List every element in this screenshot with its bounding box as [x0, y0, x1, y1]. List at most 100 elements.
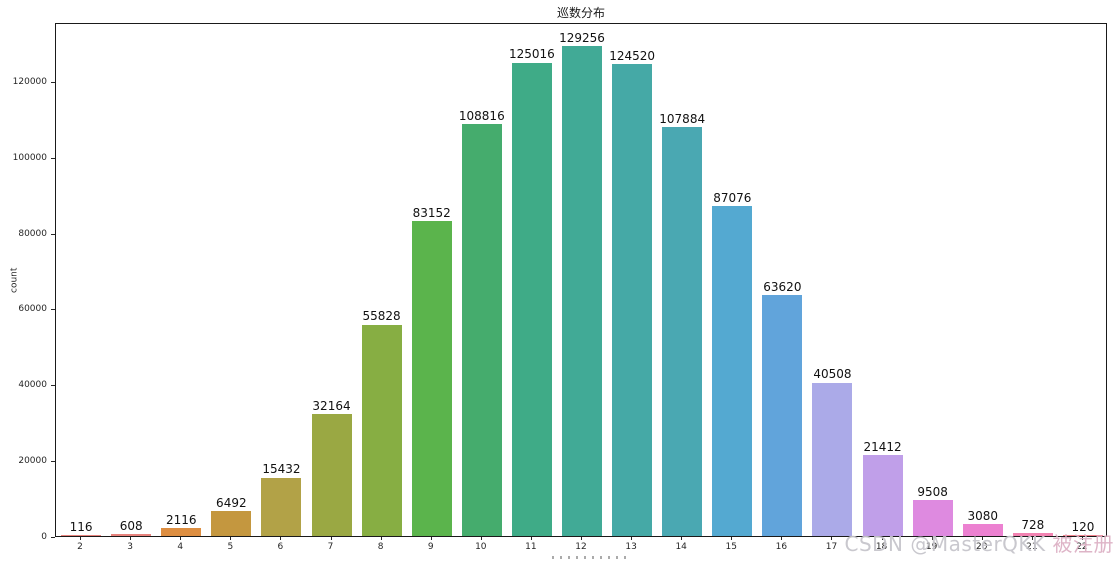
- x-tick-mark: [230, 537, 232, 540]
- x-tick-label: 13: [625, 542, 637, 552]
- y-tick-label: 20000: [18, 455, 47, 466]
- watermark-text-cjk: 被注册: [1052, 532, 1114, 556]
- x-tick-mark: [681, 537, 683, 540]
- x-tick-label: 17: [825, 542, 838, 552]
- bar: [161, 528, 202, 536]
- y-tick-mark: [51, 233, 55, 235]
- bar: [361, 324, 402, 536]
- bar-value-label: 87076: [713, 191, 752, 206]
- y-tick-label: 100000: [12, 152, 47, 163]
- bar: [812, 382, 853, 536]
- y-tick-mark: [51, 82, 55, 84]
- bar-value-label: 120: [1071, 519, 1095, 534]
- bar-value-label: 15432: [262, 462, 301, 477]
- bar-value-label: 9508: [917, 484, 948, 499]
- x-tick-mark: [831, 537, 833, 540]
- x-tick-mark: [130, 537, 132, 540]
- x-tick-mark: [480, 537, 482, 540]
- bar: [862, 454, 903, 536]
- bar-value-label: 2116: [165, 512, 197, 527]
- y-tick-label: 40000: [18, 380, 47, 390]
- x-tick-label: 20: [976, 542, 988, 552]
- bar-value-label: 40508: [813, 367, 852, 382]
- x-tick-mark: [581, 537, 582, 540]
- x-tick-label: 22: [1076, 542, 1088, 552]
- y-tick-label: 80000: [18, 228, 47, 239]
- x-tick-mark: [380, 537, 382, 540]
- bar: [762, 295, 803, 536]
- x-tick-mark: [931, 537, 933, 540]
- x-tick-mark: [781, 537, 783, 540]
- bar-value-label: 83152: [412, 205, 451, 220]
- y-tick-mark: [51, 385, 55, 386]
- bar: [261, 477, 302, 536]
- bar: [461, 123, 502, 536]
- bar: [61, 535, 102, 536]
- x-tick-label: 19: [925, 542, 938, 552]
- y-tick-mark: [51, 536, 55, 538]
- y-tick-mark: [51, 460, 55, 462]
- x-tick-label: 11: [525, 542, 537, 552]
- watermark-text: CSDN @MasterQKK: [844, 532, 1053, 556]
- x-tick-mark: [80, 537, 82, 540]
- x-tick-mark: [430, 537, 432, 540]
- bar-value-label: 107884: [659, 112, 706, 127]
- x-tick-mark: [1081, 537, 1083, 540]
- x-tick-label: 15: [725, 542, 738, 552]
- bar: [962, 524, 1003, 536]
- bar: [511, 62, 552, 536]
- bar: [311, 414, 352, 536]
- x-tick-label: 10: [475, 542, 487, 552]
- bar: [662, 127, 703, 536]
- bar-value-label: 728: [1021, 518, 1045, 533]
- y-tick-label: 120000: [12, 77, 47, 88]
- x-tick-mark: [530, 537, 532, 540]
- x-tick-label: 3: [127, 542, 134, 552]
- bar: [912, 500, 953, 536]
- bar-value-label: 32164: [312, 399, 351, 413]
- x-tick-label: 18: [875, 542, 888, 552]
- x-tick-mark: [731, 537, 733, 540]
- bar: [1062, 535, 1103, 536]
- chart-title: 巡数分布: [556, 6, 605, 20]
- x-axis-label-clipped: [552, 556, 628, 559]
- x-tick-mark: [1031, 537, 1033, 540]
- bar-value-label: 608: [119, 518, 143, 533]
- y-tick-label: 0: [41, 531, 47, 542]
- bar-value-label: 63620: [763, 279, 802, 294]
- x-tick-mark: [180, 537, 182, 540]
- bar: [612, 64, 653, 536]
- bar: [1012, 533, 1053, 536]
- y-tick-mark: [51, 157, 55, 159]
- x-tick-label: 7: [327, 542, 334, 552]
- x-tick-label: 5: [227, 542, 234, 552]
- plot-area: 116 608 2116 6492 15432 32164 55828 83152 108816…: [55, 23, 1107, 537]
- bar-value-label: 108816: [458, 108, 505, 123]
- x-tick-label: 14: [675, 542, 687, 552]
- x-tick-mark: [631, 537, 633, 540]
- x-tick-mark: [330, 537, 332, 540]
- bar: [712, 206, 753, 536]
- x-tick-label: 16: [775, 542, 788, 552]
- bar: [211, 511, 252, 536]
- y-tick-mark: [51, 309, 55, 311]
- bar: [411, 221, 452, 536]
- watermark: CSDN @MasterQKK 被注册: [844, 533, 1114, 555]
- bar-value-label: 6492: [216, 496, 247, 511]
- x-tick-label: 9: [427, 542, 434, 552]
- x-tick-label: 2: [77, 542, 83, 552]
- bar: [111, 533, 152, 536]
- bar-value-label: 129256: [559, 31, 605, 46]
- bar-value-label: 116: [69, 519, 93, 534]
- bar-value-label: 21412: [863, 439, 902, 454]
- x-tick-label: 6: [277, 542, 284, 552]
- x-tick-mark: [981, 537, 983, 540]
- x-tick-label: 21: [1026, 542, 1038, 552]
- x-tick-label: 4: [177, 542, 184, 552]
- x-tick-mark: [280, 537, 282, 540]
- x-tick-mark: [881, 537, 883, 540]
- bar-value-label: 55828: [362, 309, 401, 324]
- bar-value-label: 125016: [508, 47, 555, 62]
- y-tick-label: 60000: [18, 304, 47, 315]
